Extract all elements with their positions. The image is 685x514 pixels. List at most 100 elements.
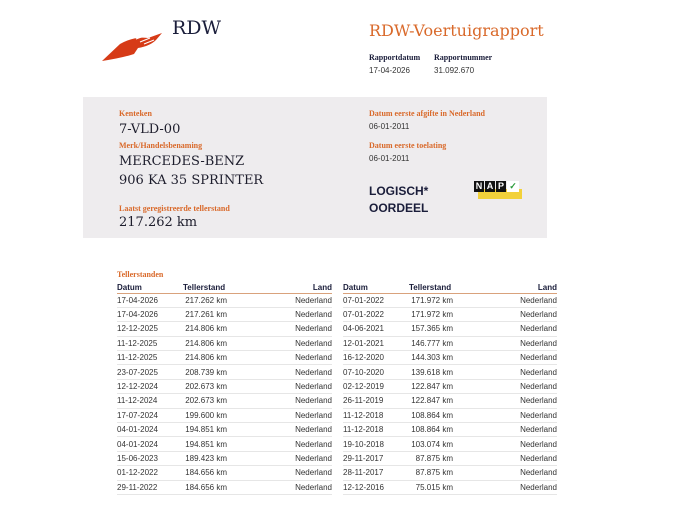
- land-cell: Nederland: [453, 307, 557, 323]
- merk-value: MERCEDES-BENZ: [119, 154, 245, 169]
- tellerstand-cell: 87.875 km: [409, 451, 453, 467]
- land-cell: Nederland: [227, 293, 332, 308]
- land-cell: Nederland: [453, 480, 557, 495]
- tellerstand-cell: 202.673 km: [183, 393, 227, 409]
- table-header: Datum Tellerstand Land: [343, 282, 557, 294]
- tellerstand-cell: 202.673 km: [183, 379, 227, 395]
- table-header: Datum Tellerstand Land: [117, 282, 332, 294]
- oordeel-line2: OORDEEL: [369, 201, 429, 215]
- table-row: 02-12-2019 122.847 km Nederland: [343, 379, 557, 395]
- tellerstand-cell: 108.864 km: [409, 422, 453, 438]
- datum-cell: 07-10-2020: [343, 364, 409, 380]
- column-header: Land: [227, 282, 332, 294]
- tellerstanden-title: Tellerstanden: [117, 270, 164, 279]
- kenteken-value: 7-VLD-00: [119, 122, 181, 137]
- table-row: 26-11-2019 122.847 km Nederland: [343, 393, 557, 409]
- datum-cell: 12-12-2016: [343, 480, 409, 495]
- datum-cell: 17-04-2026: [117, 293, 183, 308]
- logo-text: RDW: [172, 17, 222, 39]
- land-cell: Nederland: [453, 379, 557, 395]
- table-row: 12-12-2025 214.806 km Nederland: [117, 321, 332, 337]
- tellerstand-cell: 122.847 km: [409, 379, 453, 395]
- table-row: 07-10-2020 139.618 km Nederland: [343, 364, 557, 380]
- tellerstand-cell: 184.656 km: [183, 480, 227, 495]
- table-row: 07-01-2022 171.972 km Nederland: [343, 293, 557, 308]
- datum-cell: 11-12-2018: [343, 408, 409, 424]
- rapportdatum-label: Rapportdatum: [369, 53, 421, 62]
- land-cell: Nederland: [227, 307, 332, 323]
- afgifte-value: 06-01-2011: [369, 122, 410, 131]
- datum-cell: 11-12-2024: [117, 393, 183, 409]
- datum-cell: 11-12-2018: [343, 422, 409, 438]
- column-header: Tellerstand: [183, 282, 227, 294]
- table-row: 28-11-2017 87.875 km Nederland: [343, 465, 557, 481]
- land-cell: Nederland: [227, 350, 332, 366]
- table-row: 17-04-2026 217.262 km Nederland: [117, 293, 332, 308]
- oordeel-line1: LOGISCH*: [369, 184, 429, 198]
- tellerstand-cell: 139.618 km: [409, 364, 453, 380]
- kenteken-label: Kenteken: [119, 109, 152, 118]
- land-cell: Nederland: [453, 393, 557, 409]
- datum-cell: 12-12-2024: [117, 379, 183, 395]
- tellerstand-cell: 146.777 km: [409, 336, 453, 352]
- tellerstand-cell: 217.261 km: [183, 307, 227, 323]
- tellerstand-cell: 214.806 km: [183, 336, 227, 352]
- datum-cell: 02-12-2019: [343, 379, 409, 395]
- table-row: 11-12-2018 108.864 km Nederland: [343, 422, 557, 438]
- datum-cell: 01-12-2022: [117, 465, 183, 481]
- table-row: 12-12-2024 202.673 km Nederland: [117, 379, 332, 395]
- land-cell: Nederland: [453, 465, 557, 481]
- tellerstand-cell: 214.806 km: [183, 321, 227, 337]
- datum-cell: 11-12-2025: [117, 336, 183, 352]
- report-title: RDW-Voertuigrapport: [369, 21, 544, 40]
- table-row: 23-07-2025 208.739 km Nederland: [117, 364, 332, 380]
- datum-cell: 15-06-2023: [117, 451, 183, 467]
- datum-cell: 19-10-2018: [343, 436, 409, 452]
- datum-cell: 16-12-2020: [343, 350, 409, 366]
- table-row: 11-12-2025 214.806 km Nederland: [117, 350, 332, 366]
- rdw-logo-icon: [102, 33, 162, 61]
- table-row: 29-11-2017 87.875 km Nederland: [343, 451, 557, 467]
- table-row: 11-12-2018 108.864 km Nederland: [343, 408, 557, 424]
- tellerstand-cell: 194.851 km: [183, 436, 227, 452]
- land-cell: Nederland: [453, 364, 557, 380]
- table-row: 04-01-2024 194.851 km Nederland: [117, 436, 332, 452]
- datum-cell: 29-11-2017: [343, 451, 409, 467]
- table-row: 17-07-2024 199.600 km Nederland: [117, 408, 332, 424]
- land-cell: Nederland: [453, 293, 557, 308]
- datum-cell: 04-01-2024: [117, 436, 183, 452]
- datum-cell: 17-04-2026: [117, 307, 183, 323]
- column-header: Datum: [343, 282, 409, 294]
- land-cell: Nederland: [227, 436, 332, 452]
- oordeel: LOGISCH* OORDEEL: [369, 183, 428, 217]
- table-row: 15-06-2023 189.423 km Nederland: [117, 451, 332, 467]
- column-header: Land: [453, 282, 557, 294]
- column-header: Datum: [117, 282, 183, 294]
- table-row: 12-12-2016 75.015 km Nederland: [343, 480, 557, 495]
- datum-cell: 28-11-2017: [343, 465, 409, 481]
- nap-logo-icon: N A P ✓: [474, 181, 522, 199]
- land-cell: Nederland: [227, 364, 332, 380]
- datum-cell: 17-07-2024: [117, 408, 183, 424]
- tellerstand-cell: 184.656 km: [183, 465, 227, 481]
- land-cell: Nederland: [227, 422, 332, 438]
- tellerstanden-table-right: Datum Tellerstand Land 07-01-2022 171.972 km…: [343, 282, 557, 495]
- datum-cell: 07-01-2022: [343, 293, 409, 308]
- teller-value: 217.262 km: [119, 215, 198, 230]
- land-cell: Nederland: [227, 393, 332, 409]
- teller-label: Laatst geregistreerde tellerstand: [119, 204, 230, 213]
- land-cell: Nederland: [227, 480, 332, 495]
- land-cell: Nederland: [453, 436, 557, 452]
- datum-cell: 12-12-2025: [117, 321, 183, 337]
- land-cell: Nederland: [453, 350, 557, 366]
- tellerstand-cell: 75.015 km: [409, 480, 453, 495]
- model-value: 906 KA 35 SPRINTER: [119, 173, 264, 188]
- datum-cell: 07-01-2022: [343, 307, 409, 323]
- table-row: 11-12-2024 202.673 km Nederland: [117, 393, 332, 409]
- datum-cell: 04-06-2021: [343, 321, 409, 337]
- tellerstanden-table-left: Datum Tellerstand Land 17-04-2026 217.262 km…: [117, 282, 332, 495]
- land-cell: Nederland: [453, 336, 557, 352]
- land-cell: Nederland: [227, 451, 332, 467]
- datum-cell: 11-12-2025: [117, 350, 183, 366]
- rapportnummer-value: 31.092.670: [434, 66, 475, 75]
